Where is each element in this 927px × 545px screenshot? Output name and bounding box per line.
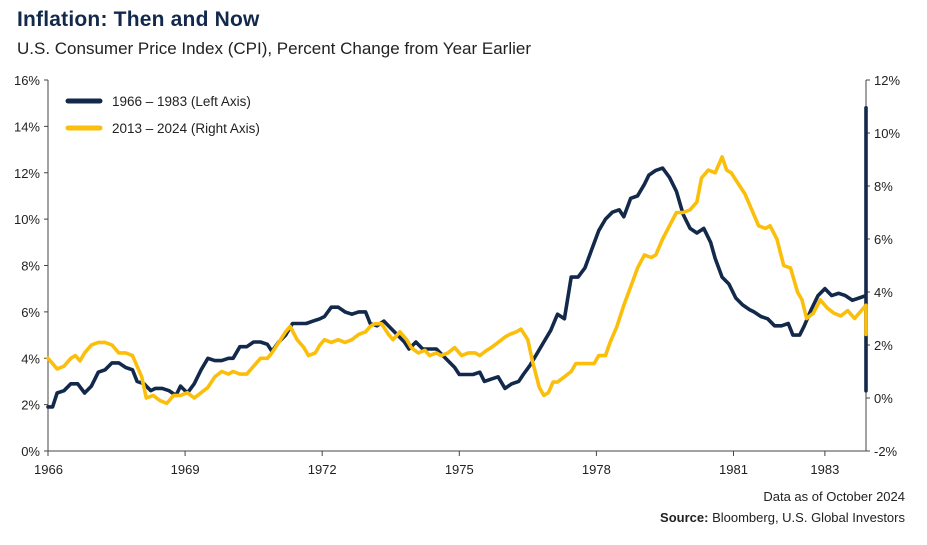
data-date-note: Data as of October 2024 bbox=[763, 489, 905, 504]
right-y-tick-label: 8% bbox=[874, 179, 893, 194]
chart-legend: 1966 – 1983 (Left Axis) 2013 – 2024 (Rig… bbox=[65, 94, 260, 136]
left-y-tick-label: 4% bbox=[21, 351, 40, 366]
x-tick-label: 1983 bbox=[810, 462, 839, 477]
x-tick-label: 1978 bbox=[582, 462, 611, 477]
legend-label-2013-2024: 2013 – 2024 (Right Axis) bbox=[112, 121, 260, 136]
chart-title: Inflation: Then and Now bbox=[17, 8, 260, 31]
legend-label-1966-1983: 1966 – 1983 (Left Axis) bbox=[112, 94, 251, 109]
right-y-tick-label: 2% bbox=[874, 338, 893, 353]
source-note: Source: Bloomberg, U.S. Global Investors bbox=[660, 510, 905, 525]
right-y-tick-label: -2% bbox=[874, 444, 898, 459]
left-y-tick-label: 14% bbox=[14, 119, 40, 134]
right-y-tick-label: 10% bbox=[874, 126, 900, 141]
left-y-tick-label: 12% bbox=[14, 166, 40, 181]
right-y-tick-label: 6% bbox=[874, 232, 893, 247]
x-tick-label: 1981 bbox=[719, 462, 748, 477]
x-tick-label: 1969 bbox=[171, 462, 200, 477]
series-line-1966-1983 bbox=[46, 106, 868, 409]
left-y-tick-label: 2% bbox=[21, 398, 40, 413]
left-y-tick-label: 10% bbox=[14, 212, 40, 227]
left-y-tick-label: 0% bbox=[21, 444, 40, 459]
right-y-tick-label: 0% bbox=[874, 391, 893, 406]
x-tick-label: 1972 bbox=[308, 462, 337, 477]
chart-series-lines bbox=[46, 106, 868, 409]
x-tick-label: 1975 bbox=[445, 462, 474, 477]
right-y-tick-label: 12% bbox=[874, 73, 900, 88]
left-y-tick-label: 8% bbox=[21, 259, 40, 274]
chart-subtitle: U.S. Consumer Price Index (CPI), Percent… bbox=[17, 39, 531, 58]
source-text: Bloomberg, U.S. Global Investors bbox=[712, 510, 905, 525]
series-line-2013-2024 bbox=[46, 155, 868, 406]
source-label: Source: bbox=[660, 510, 709, 525]
left-y-tick-label: 16% bbox=[14, 73, 40, 88]
left-y-tick-label: 6% bbox=[21, 305, 40, 320]
right-y-tick-label: 4% bbox=[874, 285, 893, 300]
x-tick-label: 1966 bbox=[34, 462, 63, 477]
